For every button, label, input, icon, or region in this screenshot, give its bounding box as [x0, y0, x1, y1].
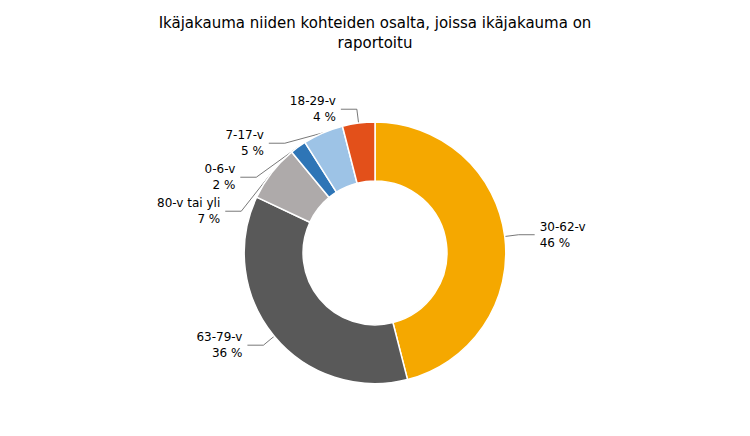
svg-text:5 %: 5 % — [241, 144, 264, 158]
svg-text:7 %: 7 % — [197, 212, 220, 226]
svg-text:46 %: 46 % — [540, 236, 571, 250]
svg-text:4 %: 4 % — [313, 110, 336, 124]
svg-text:30-62-v: 30-62-v — [540, 220, 586, 234]
svg-text:Ikäjakauma niiden kohteiden os: Ikäjakauma niiden kohteiden osalta, jois… — [159, 14, 592, 32]
svg-text:63-79-v: 63-79-v — [196, 330, 242, 344]
svg-text:0-6-v: 0-6-v — [205, 162, 236, 176]
svg-text:2 %: 2 % — [212, 178, 235, 192]
svg-text:80-v tai yli: 80-v tai yli — [157, 196, 220, 210]
svg-text:7-17-v: 7-17-v — [225, 128, 263, 142]
svg-text:raportoitu: raportoitu — [338, 34, 413, 52]
svg-text:36 %: 36 % — [212, 346, 243, 360]
svg-text:18-29-v: 18-29-v — [290, 94, 336, 108]
